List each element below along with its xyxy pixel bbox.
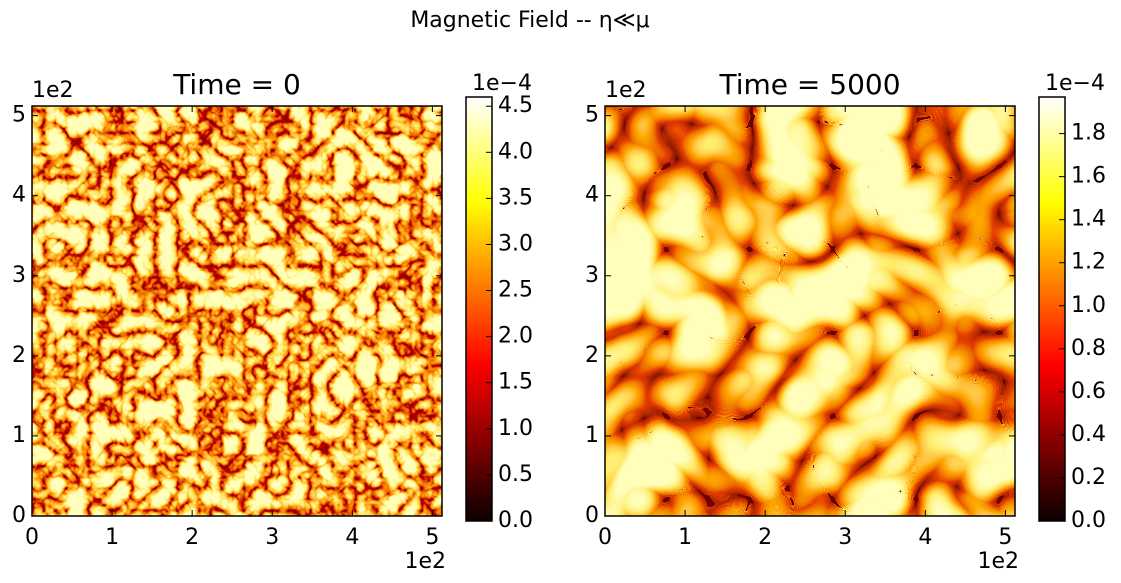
x-tick-label: 1 xyxy=(678,525,692,550)
x-tick-label: 2 xyxy=(185,525,199,550)
colorbar-tick-label: 0.5 xyxy=(498,462,533,487)
y-tick-label: 3 xyxy=(585,263,599,288)
colorbar-offset-label: 1e−4 xyxy=(1045,71,1105,96)
x-tick-label: 0 xyxy=(598,525,612,550)
x-tick-label: 0 xyxy=(25,525,39,550)
y-tick-label: 1 xyxy=(585,423,599,448)
colorbar-tick-label: 0.0 xyxy=(1071,508,1106,533)
colorbar-tick-label: 1.4 xyxy=(1071,207,1106,232)
colorbar-tick-label: 1.6 xyxy=(1071,164,1106,189)
colorbar-tick-label: 3.0 xyxy=(498,231,533,256)
colorbar-tick-label: 4.5 xyxy=(498,93,533,118)
x-tick-label: 3 xyxy=(838,525,852,550)
colorbar-tick-label: 1.0 xyxy=(498,416,533,441)
colorbar-tick-label: 3.5 xyxy=(498,185,533,210)
colorbar-tick-label: 0.6 xyxy=(1071,379,1106,404)
y-tick-label: 1 xyxy=(12,423,26,448)
axes-frame xyxy=(31,105,443,517)
y-tick-label: 3 xyxy=(12,263,26,288)
y-offset-label: 1e2 xyxy=(32,78,74,103)
colorbar xyxy=(465,96,493,522)
figure-title: Magnetic Field -- η≪μ xyxy=(410,8,649,33)
colorbar-tick-label: 0.2 xyxy=(1071,465,1106,490)
colorbar-tick-label: 2.5 xyxy=(498,278,533,303)
x-offset-label: 1e2 xyxy=(404,549,446,574)
x-tick-label: 3 xyxy=(265,525,279,550)
heatmap-image xyxy=(32,106,442,516)
y-tick-label: 5 xyxy=(12,103,26,128)
y-tick-label: 5 xyxy=(585,103,599,128)
x-tick-label: 4 xyxy=(918,525,932,550)
colorbar-tick-label: 2.0 xyxy=(498,324,533,349)
x-tick-label: 2 xyxy=(758,525,772,550)
colorbar-offset-label: 1e−4 xyxy=(472,71,532,96)
colorbar-tick-label: 1.0 xyxy=(1071,293,1106,318)
y-tick-label: 4 xyxy=(585,183,599,208)
y-offset-label: 1e2 xyxy=(605,78,647,103)
axes-title: Time = 5000 xyxy=(718,68,900,101)
x-tick-label: 5 xyxy=(425,525,439,550)
y-tick-label: 0 xyxy=(12,503,26,528)
colorbar-tick-label: 1.2 xyxy=(1071,250,1106,275)
colorbar-tick-label: 0.0 xyxy=(498,508,533,533)
colorbar-tick-label: 0.8 xyxy=(1071,336,1106,361)
x-tick-label: 4 xyxy=(345,525,359,550)
y-tick-label: 2 xyxy=(12,343,26,368)
axes-title: Time = 0 xyxy=(172,68,301,101)
y-tick-label: 0 xyxy=(585,503,599,528)
axes-frame xyxy=(604,105,1016,517)
y-tick-label: 2 xyxy=(585,343,599,368)
y-tick-label: 4 xyxy=(12,183,26,208)
colorbar-tick-label: 4.0 xyxy=(498,139,533,164)
colorbar-tick-label: 1.8 xyxy=(1071,121,1106,146)
x-tick-label: 1 xyxy=(105,525,119,550)
colorbar-tick-label: 0.4 xyxy=(1071,422,1106,447)
x-tick-label: 5 xyxy=(998,525,1012,550)
heatmap-image xyxy=(605,106,1015,516)
x-offset-label: 1e2 xyxy=(977,549,1019,574)
colorbar-tick-label: 1.5 xyxy=(498,370,533,395)
colorbar xyxy=(1038,96,1066,522)
